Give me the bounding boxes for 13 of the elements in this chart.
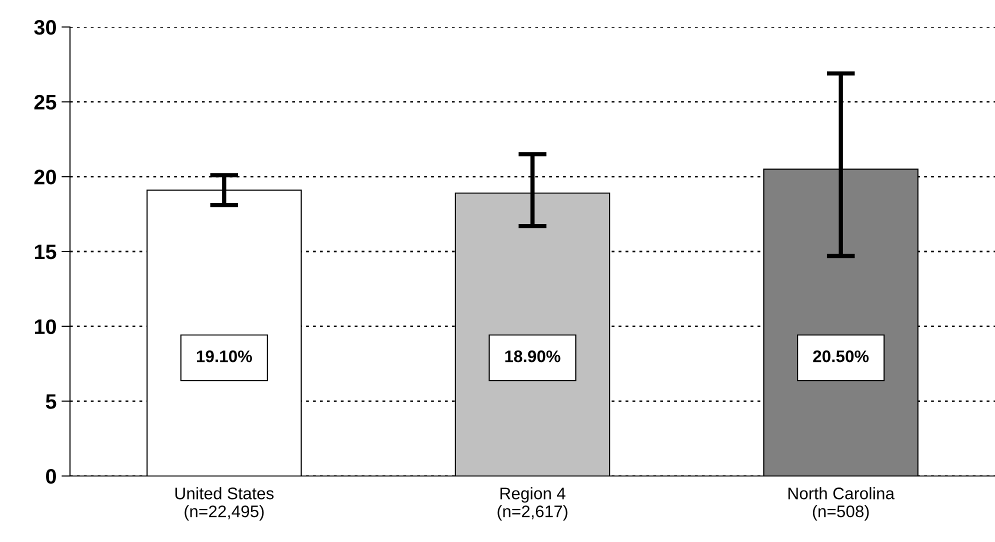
x-tick-label: Region 4 (n=2,617) bbox=[498, 487, 568, 521]
y-tick-label: 30 bbox=[34, 20, 56, 35]
data-label: 19.10% bbox=[196, 350, 252, 362]
x-tick-label: United States (n=22,495) bbox=[175, 487, 274, 521]
data-label: 20.50% bbox=[813, 350, 869, 362]
y-tick-label: 15 bbox=[34, 244, 56, 260]
y-tick-label: 25 bbox=[34, 94, 56, 110]
y-tick-label: 10 bbox=[34, 319, 56, 334]
x-tick-label: North Carolina (n=508) bbox=[788, 487, 895, 521]
y-tick-label: 20 bbox=[34, 170, 56, 184]
y-tick-label: 0 bbox=[46, 469, 56, 484]
y-tick-label: 5 bbox=[46, 394, 56, 409]
data-label: 18.90% bbox=[505, 350, 560, 362]
